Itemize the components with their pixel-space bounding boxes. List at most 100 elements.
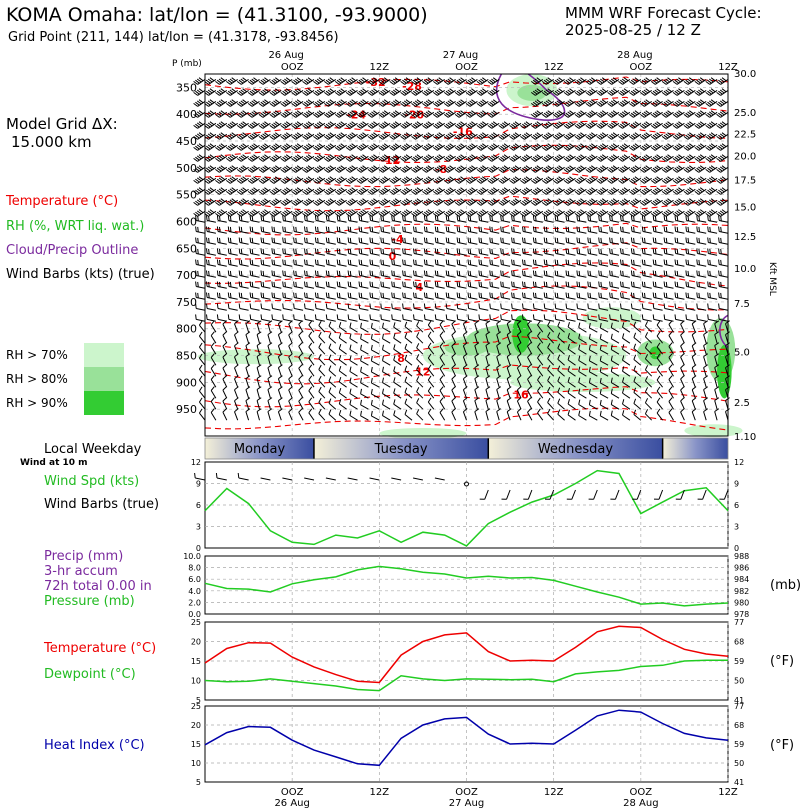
wind-barb — [236, 198, 249, 206]
wind-barb — [336, 292, 347, 300]
wind-barb — [298, 331, 304, 344]
swatch-rh70 — [84, 343, 124, 367]
wind-barb — [238, 215, 249, 223]
wind-barb — [291, 143, 304, 151]
wind-barb — [683, 121, 696, 129]
wind-barb — [393, 333, 402, 344]
wind-barb — [674, 270, 685, 278]
wind-barb — [567, 366, 576, 377]
wind-barb — [413, 237, 424, 245]
wind-barb — [226, 110, 238, 118]
wind-barb — [422, 187, 435, 195]
wind-barb — [258, 198, 271, 206]
wind-barb — [509, 198, 522, 206]
wind-barb — [336, 226, 347, 234]
wind-barb — [537, 342, 544, 355]
wind-barb — [269, 154, 282, 162]
temperature-line — [204, 625, 729, 684]
wind-barb — [718, 303, 729, 311]
wind-barb — [318, 331, 326, 344]
wind-barb — [369, 303, 380, 311]
wind-barb — [304, 270, 315, 278]
wind-barb — [531, 209, 544, 217]
wind-barb — [393, 399, 402, 410]
wind-barb — [585, 209, 598, 217]
wind-barb — [422, 154, 435, 162]
wind-barb — [245, 386, 251, 399]
wind-barb — [427, 408, 435, 421]
wind-barb — [234, 375, 239, 388]
wind-barb — [416, 387, 424, 399]
wind-barb — [496, 375, 502, 388]
wind-barb — [328, 387, 337, 399]
wind-barb — [411, 209, 424, 217]
wind-barb — [641, 303, 652, 311]
wind-barb — [485, 408, 491, 421]
wind-barb — [465, 132, 478, 140]
temperature-contour-label: -20 — [404, 109, 424, 122]
wind-barb — [206, 292, 216, 300]
wind-barb — [304, 248, 315, 256]
wind-barb — [716, 187, 729, 195]
wind-barb — [543, 292, 554, 300]
wind-barb — [703, 331, 708, 344]
wind-barb — [336, 248, 347, 256]
wind-barb — [656, 342, 663, 355]
wind-barb — [622, 410, 631, 421]
wind-barb — [718, 237, 729, 245]
wind-barb — [633, 332, 642, 344]
wind-barb — [587, 237, 598, 245]
height-tick-label: 1.10 — [734, 432, 756, 443]
wind-barb — [204, 209, 217, 217]
wind-barb — [445, 292, 456, 300]
wind-barb — [423, 215, 434, 223]
wind-barb — [672, 132, 685, 140]
wind-barb — [367, 209, 380, 217]
wind-barb — [328, 398, 337, 410]
wind-barb — [640, 187, 652, 195]
wind-barb — [393, 377, 402, 388]
wind-barb — [644, 376, 653, 388]
wind-barb — [302, 132, 315, 140]
wind-barb — [585, 198, 598, 206]
wind-barb — [336, 281, 347, 289]
wind-barb — [496, 408, 502, 421]
wind-barb — [393, 366, 402, 377]
wind-barb — [563, 77, 576, 85]
wind-barb — [476, 88, 489, 96]
wind-barb — [629, 143, 642, 151]
wind-barb — [476, 143, 489, 151]
legend-temperature: Temperature (°C) — [6, 194, 119, 209]
wind-barb — [258, 154, 271, 162]
wind-barb — [552, 187, 565, 195]
wind-barb — [691, 320, 697, 333]
wind-barb — [694, 77, 707, 85]
temperature-panel-left-tick: 10 — [191, 677, 201, 686]
wind-barb — [338, 365, 347, 377]
wind-barb — [413, 314, 424, 322]
wind-barb — [308, 408, 315, 421]
wind-barb — [443, 99, 456, 107]
wind-barb — [522, 292, 532, 300]
wind-barb — [334, 88, 347, 96]
swatch-rh90 — [84, 391, 124, 415]
wind-barb — [622, 333, 631, 344]
wind-barb — [422, 88, 435, 96]
wind-barb — [567, 388, 576, 399]
wind-barb — [238, 248, 249, 256]
wind-barb — [328, 343, 337, 355]
wind-barb — [439, 331, 446, 344]
wind-barb — [576, 259, 587, 267]
wind-barb — [574, 110, 587, 118]
wind-barb — [454, 143, 467, 151]
wind-barb — [280, 154, 293, 162]
wind-barb — [222, 386, 228, 399]
wind-barb — [411, 110, 424, 118]
wind-barb — [618, 154, 631, 162]
wind-barb — [302, 88, 315, 96]
wind-barb — [358, 226, 369, 234]
wind-barb — [585, 99, 598, 107]
wind-barb — [291, 110, 304, 118]
height-tick-label: 12.5 — [734, 232, 756, 243]
pressure-tick-label: 350 — [176, 81, 197, 94]
